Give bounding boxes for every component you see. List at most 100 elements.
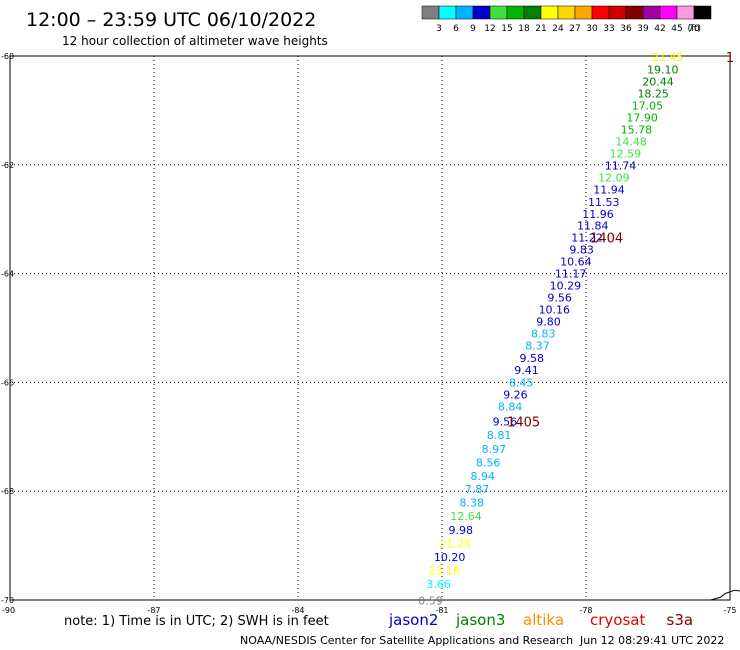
- satellite-name: jason2: [388, 611, 438, 629]
- legend-bin-label: 18: [518, 24, 530, 34]
- wave-height-label: 10.64: [560, 256, 592, 269]
- wave-height-label: 8.81: [487, 429, 512, 442]
- legend-swatch: [540, 5, 559, 20]
- wave-height-label: 8.38: [460, 497, 485, 510]
- legend-swatch: [438, 5, 457, 20]
- wave-height-label: 21.45: [652, 51, 684, 64]
- legend-bin-label: 12: [484, 24, 495, 34]
- legend-swatch: [574, 5, 593, 20]
- wave-height-label: 10.16: [539, 304, 571, 317]
- legend-unit: (ft): [687, 24, 701, 34]
- legend-swatch: [608, 5, 627, 20]
- wave-height-legend: 3 6 9 12 15 18 21 24 27 30 33 36 39 42 45 70(ft): [421, 5, 712, 34]
- legend-bin-label: 36: [620, 24, 632, 34]
- x-tick-label: -78: [579, 606, 592, 615]
- wave-height-label: 8.37: [525, 339, 550, 352]
- satellite-name: altika: [523, 611, 564, 629]
- legend-swatch: [676, 5, 695, 20]
- pass-time-annotation: 1405: [507, 416, 540, 431]
- wave-height-label: 21.25: [440, 537, 472, 550]
- footer-timestamp: Jun 12 08:29:41 UTC 2022: [579, 634, 724, 647]
- wave-height-label: 18.25: [637, 88, 669, 101]
- wave-height-label: 10.29: [550, 280, 582, 293]
- satellite-legend: jason2 jason3 altika cryosat s3a: [388, 611, 693, 629]
- axis-ticks: -87 -84 -81 -78 -75 -90 -60 -62 -64 -66 -68 -70: [1, 52, 737, 615]
- legend-bin-label: 42: [654, 24, 665, 34]
- legend-bin-label: 70: [688, 24, 700, 34]
- wave-height-label: 17.90: [626, 111, 658, 124]
- plot-frame: [9, 55, 731, 601]
- wave-height-label: 17.05: [632, 100, 664, 113]
- wave-height-label: 11.53: [588, 196, 620, 209]
- legend-swatch: [625, 5, 644, 20]
- legend-bin-label: 45: [671, 24, 682, 34]
- data-points: 21.4519.1020.4418.2517.0517.9015.7814.48…: [418, 51, 683, 607]
- y-tick-label: -68: [1, 487, 14, 496]
- y-tick-label: -62: [1, 161, 14, 170]
- wave-height-label: 11.17: [555, 268, 587, 281]
- legend-swatch: [472, 5, 491, 20]
- pass-time-annotation: 1404: [590, 232, 623, 247]
- wave-height-label: 12.64: [450, 510, 482, 523]
- legend-bin-label: 3: [436, 24, 442, 34]
- chart-subtitle: 12 hour collection of altimeter wave hei…: [62, 34, 328, 48]
- legend-bin-label: 33: [603, 24, 614, 34]
- legend-swatch: [557, 5, 576, 20]
- legend-bin-label: 24: [552, 24, 564, 34]
- satellite-name: s3a: [667, 611, 694, 629]
- y-tick-label: -60: [1, 52, 14, 61]
- wave-height-label: 9.56: [547, 292, 572, 305]
- footer-note: note: 1) Time is in UTC; 2) SWH is in fe…: [64, 614, 329, 629]
- wave-height-label: 23.16: [429, 565, 461, 578]
- satellite-name: jason3: [455, 611, 505, 629]
- legend-swatch: [642, 5, 661, 20]
- wave-height-label: 12.09: [598, 171, 630, 184]
- wave-height-label: 20.44: [642, 76, 674, 89]
- legend-bin-label: 39: [637, 24, 649, 34]
- wave-height-label: 8.94: [471, 470, 496, 483]
- wave-height-label: 11.74: [605, 159, 637, 172]
- legend-bin-label: 6: [453, 24, 459, 34]
- legend-swatch: [455, 5, 474, 20]
- wave-height-label: 9.83: [569, 244, 594, 257]
- legend-swatch: [693, 5, 712, 20]
- y-tick-label: -66: [1, 378, 14, 387]
- wave-height-label: 8.56: [476, 456, 501, 469]
- coastline: [710, 589, 740, 601]
- wave-height-label: 8.83: [531, 327, 556, 340]
- wave-height-label: 10.20: [434, 551, 466, 564]
- wave-height-label: 9.98: [448, 524, 473, 537]
- wave-height-label: 11.22: [571, 232, 603, 245]
- legend-swatch: [489, 5, 508, 20]
- wave-height-label: 9.41: [514, 364, 539, 377]
- legend-swatch: [591, 5, 610, 20]
- wave-height-label: 9.26: [503, 388, 528, 401]
- legend-bin-label: 30: [586, 24, 598, 34]
- satellite-name: cryosat: [590, 611, 645, 629]
- legend-bin-label: 15: [501, 24, 512, 34]
- x-tick-label: -84: [291, 606, 304, 615]
- wave-height-label: 9.58: [520, 352, 545, 365]
- y-tick-label: -64: [1, 270, 14, 279]
- wave-height-label: 8.97: [482, 443, 507, 456]
- legend-bin-label: 27: [569, 24, 580, 34]
- wave-height-label: 19.10: [647, 64, 679, 77]
- wave-height-label: 8.45: [509, 376, 534, 389]
- chart-title: 12:00 – 23:59 UTC 06/10/2022: [26, 9, 316, 31]
- wave-height-label: 3.66: [426, 578, 451, 591]
- wave-height-label: 7.87: [465, 483, 490, 496]
- wave-height-label: 8.84: [498, 400, 523, 413]
- wave-height-label: 12.59: [610, 147, 642, 160]
- wave-height-label: 11.94: [593, 183, 625, 196]
- legend-swatch: [659, 5, 678, 20]
- x-tick-label: -87: [147, 606, 160, 615]
- legend-swatch: [523, 5, 542, 20]
- legend-swatch: [421, 5, 440, 20]
- pass-time-annotation: 1: [726, 51, 734, 66]
- wave-height-label: 9.56: [493, 416, 518, 429]
- legend-bin-label: 9: [470, 24, 476, 34]
- annotations: 1404 1405 1: [507, 51, 734, 430]
- wave-height-label: 9.80: [536, 315, 561, 328]
- x-tick-label: -75: [723, 606, 736, 615]
